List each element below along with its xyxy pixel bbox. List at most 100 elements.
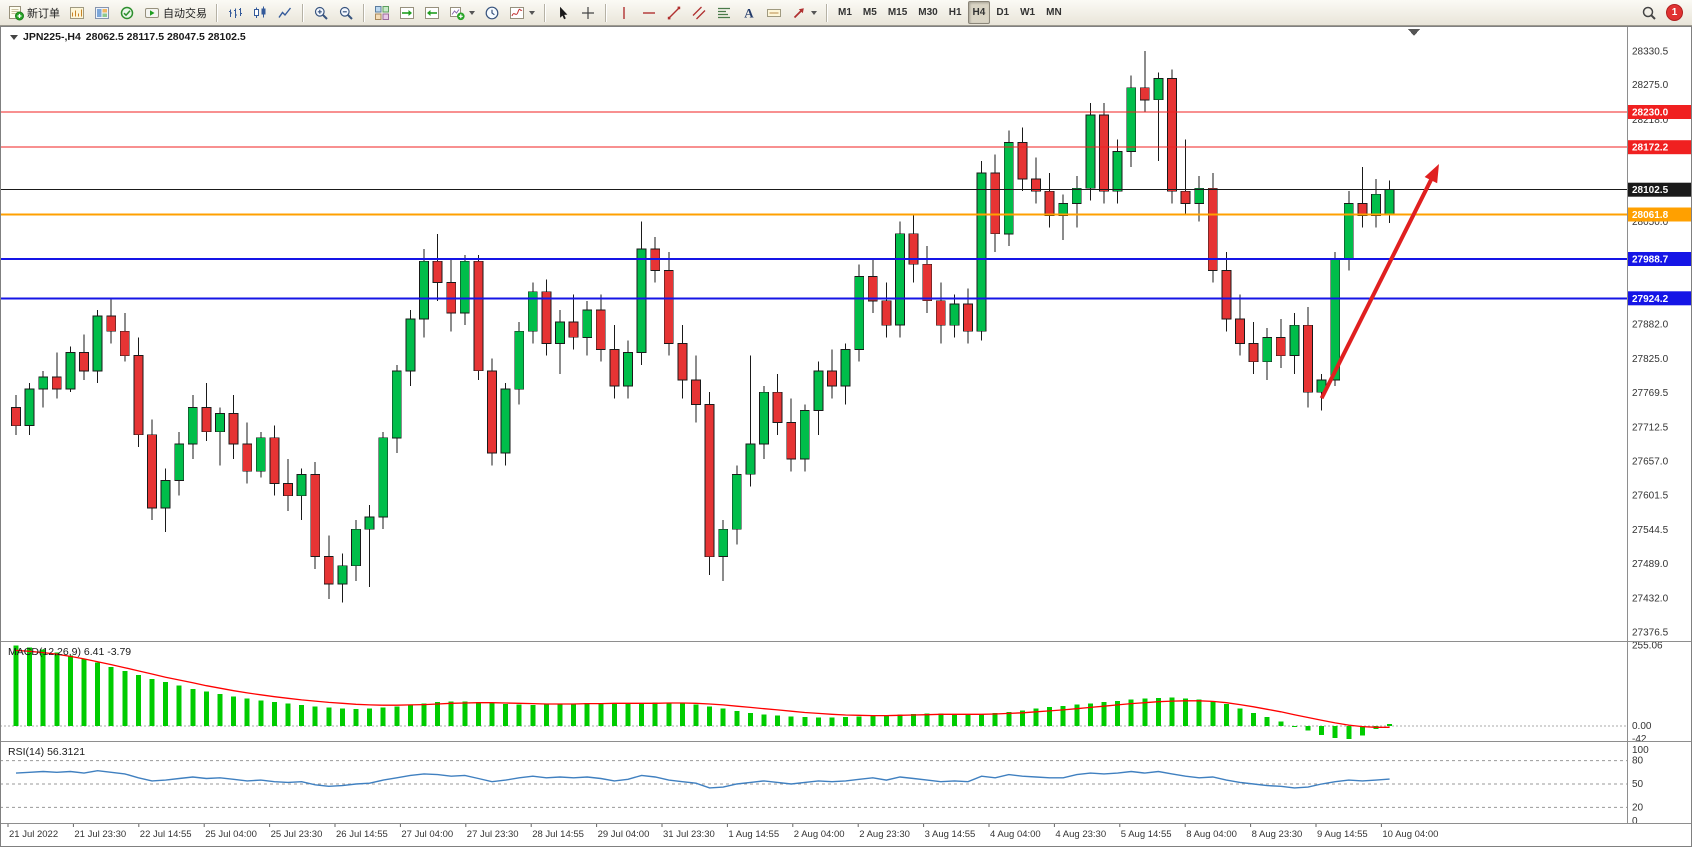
candle-body bbox=[1384, 189, 1395, 215]
price-line-badge-label: 28230.0 bbox=[1632, 108, 1669, 119]
horizontal-line-button[interactable] bbox=[637, 1, 661, 24]
time-grid-label: 1 Aug 14:55 bbox=[728, 829, 779, 840]
candle-body bbox=[990, 172, 1001, 235]
candle-body bbox=[269, 437, 280, 484]
channel-icon bbox=[692, 6, 706, 19]
svg-text:A: A bbox=[744, 5, 754, 20]
channel-button[interactable] bbox=[687, 1, 711, 24]
auto-trading-button[interactable]: 自动交易 bbox=[140, 1, 211, 24]
time-grid-label: 2 Aug 23:30 bbox=[859, 829, 910, 840]
text-button[interactable]: A bbox=[737, 1, 761, 24]
search-button[interactable] bbox=[1637, 1, 1661, 24]
chart-shift-button[interactable] bbox=[420, 1, 444, 24]
time-grid-label: 9 Aug 14:55 bbox=[1317, 829, 1368, 840]
trendline-button[interactable] bbox=[662, 1, 686, 24]
candle-body bbox=[1303, 324, 1313, 393]
candle-body bbox=[51, 376, 62, 390]
price-grid-label: 27882.0 bbox=[1632, 320, 1669, 331]
time-grid-label: 10 Aug 04:00 bbox=[1382, 829, 1438, 840]
candle-body bbox=[541, 291, 552, 344]
time-grid-label: 27 Jul 23:30 bbox=[467, 829, 519, 840]
fibonacci-button[interactable] bbox=[712, 1, 736, 24]
candle-body bbox=[119, 330, 130, 357]
price-grid-label: 27544.5 bbox=[1632, 525, 1669, 536]
candle-body bbox=[799, 409, 810, 460]
indicators-button[interactable] bbox=[505, 1, 539, 24]
chart-window: 28330.5 28275.0 28218.0 28050.0 27882.0 27825… bbox=[0, 26, 1692, 847]
line-chart-button[interactable] bbox=[273, 1, 297, 24]
candle-body bbox=[201, 406, 212, 433]
rsi-axis-label: 80 bbox=[1632, 756, 1644, 767]
candle-body bbox=[963, 303, 973, 332]
bar-chart-button[interactable] bbox=[223, 1, 247, 24]
timeframe-w1-button[interactable]: W1 bbox=[1020, 7, 1036, 18]
time-grid-label: 8 Aug 04:00 bbox=[1186, 829, 1237, 840]
candle-body bbox=[908, 233, 919, 265]
text-label-button[interactable] bbox=[762, 1, 786, 24]
timeframe-mn-button[interactable]: MN bbox=[1046, 7, 1062, 18]
auto-trading-icon bbox=[145, 7, 159, 18]
community-button[interactable] bbox=[115, 1, 139, 24]
rsi-axis-label: 50 bbox=[1632, 779, 1644, 790]
price-grid-label: 27657.0 bbox=[1632, 457, 1669, 468]
timeframe-d1-button[interactable]: D1 bbox=[996, 7, 1010, 18]
new-order-button[interactable]: 新订单 bbox=[4, 1, 64, 24]
vertical-line-button[interactable] bbox=[612, 1, 636, 24]
timeframe-m30-button[interactable]: M30 bbox=[918, 7, 938, 18]
timeframe-h4-button[interactable]: H4 bbox=[967, 1, 991, 24]
price-lines[interactable] bbox=[0, 111, 1627, 300]
price-line-badge-label: 27988.7 bbox=[1632, 255, 1669, 266]
chart-canvas[interactable]: 28330.5 28275.0 28218.0 28050.0 27882.0 27825… bbox=[0, 26, 1692, 847]
zoom-in-button[interactable] bbox=[309, 1, 333, 24]
price-grid-label: 27432.0 bbox=[1632, 594, 1669, 605]
timeframe-h1-button[interactable]: H1 bbox=[948, 7, 962, 18]
crosshair-button[interactable] bbox=[576, 1, 600, 24]
refresh-clock-button[interactable] bbox=[480, 1, 504, 24]
candle-body bbox=[187, 406, 198, 445]
price-line-badge-label: 28061.8 bbox=[1632, 210, 1669, 221]
macd-pane[interactable] bbox=[0, 645, 1627, 740]
candle-body bbox=[663, 269, 674, 344]
text-icon: A bbox=[744, 5, 754, 20]
trend-arrow[interactable] bbox=[1319, 163, 1439, 400]
candle-body bbox=[378, 437, 389, 518]
zoom-out-icon bbox=[339, 6, 353, 20]
candle-body bbox=[310, 473, 321, 557]
time-grid-label: 21 Jul 23:30 bbox=[74, 829, 126, 840]
time-grid-label: 25 Jul 04:00 bbox=[205, 829, 257, 840]
magnifier-icon bbox=[1642, 6, 1656, 20]
candle-body bbox=[79, 352, 89, 372]
chart-window-button[interactable] bbox=[65, 1, 89, 24]
not ification-badge[interactable]: 1 bbox=[1666, 4, 1683, 21]
tile-windows-button[interactable] bbox=[370, 1, 394, 24]
candle-body bbox=[976, 172, 987, 332]
candle-body bbox=[1262, 336, 1273, 363]
candle-body bbox=[935, 300, 946, 326]
price-pane[interactable] bbox=[0, 29, 1627, 603]
timeframe-m15-button[interactable]: M15 bbox=[887, 7, 908, 18]
candle-body bbox=[854, 276, 865, 350]
candle-body bbox=[364, 516, 375, 530]
candle-body bbox=[500, 388, 511, 454]
cursor-button[interactable] bbox=[551, 1, 575, 24]
candlestick-chart-button[interactable] bbox=[248, 1, 272, 24]
macd-signal-line bbox=[15, 649, 1390, 728]
candle-body bbox=[514, 330, 525, 390]
candle-body bbox=[718, 528, 729, 558]
arrows-button[interactable] bbox=[787, 1, 821, 24]
price-line-badge bbox=[1628, 291, 1691, 306]
price-axis[interactable]: 28330.5 28275.0 28218.0 28050.0 27882.0 27825… bbox=[1628, 46, 1691, 827]
candle-body bbox=[1085, 114, 1096, 189]
profiles-button[interactable] bbox=[90, 1, 114, 24]
rsi-axis-label: 0 bbox=[1632, 816, 1638, 827]
candle-body bbox=[568, 321, 579, 338]
rsi-pane[interactable] bbox=[0, 760, 1627, 808]
timeframe-m1-button[interactable]: M1 bbox=[838, 7, 852, 18]
time-axis[interactable]: 21 Jul 2022 21 Jul 23:30 22 Jul 14:55 25 Ju… bbox=[7, 824, 1438, 840]
auto-scroll-button[interactable] bbox=[395, 1, 419, 24]
candle-body bbox=[1235, 318, 1245, 344]
timeframe-m5-button[interactable]: M5 bbox=[862, 7, 877, 18]
new-chart-button[interactable] bbox=[445, 1, 479, 24]
zoom-out-button[interactable] bbox=[334, 1, 358, 24]
